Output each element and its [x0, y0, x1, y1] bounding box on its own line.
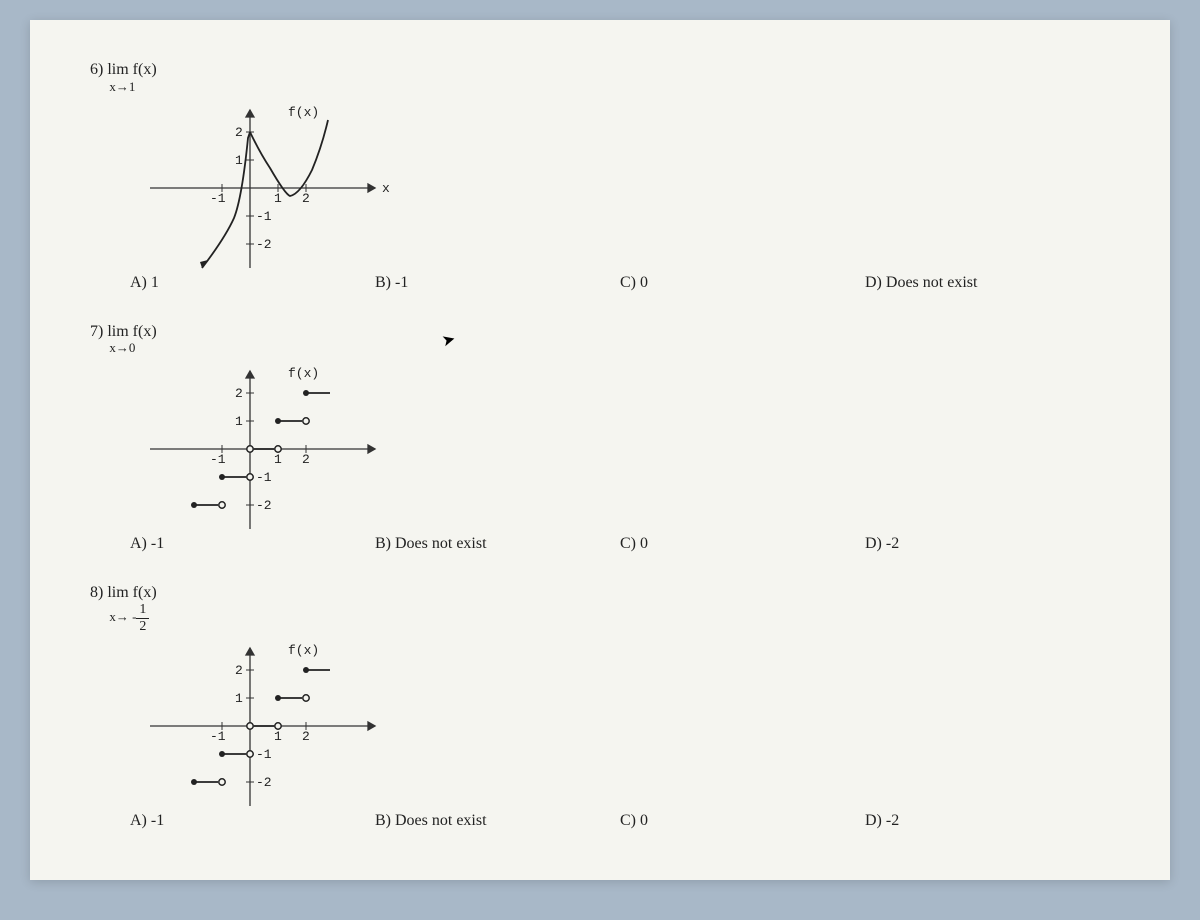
tick-label: -2: [256, 775, 272, 790]
problem-number: 6): [90, 61, 103, 78]
question-text: 8) lim f(x) x→ -12: [90, 583, 1110, 634]
limit-expression: lim f(x): [107, 60, 156, 81]
tick-label: 2: [235, 386, 243, 401]
tick-label: 2: [235, 125, 243, 140]
tick-label: -1: [210, 191, 226, 206]
limit-approach: x→1: [109, 79, 156, 96]
fraction: 12: [136, 602, 149, 634]
tick-label: -1: [210, 452, 226, 467]
tick-label: 2: [235, 663, 243, 678]
tick-label: -2: [256, 237, 272, 252]
tick-label: 1: [274, 452, 282, 467]
choice-a[interactable]: A) -1: [130, 812, 375, 830]
choice-b[interactable]: B) Does not exist: [375, 535, 620, 553]
choice-b[interactable]: B) Does not exist: [375, 812, 620, 830]
worksheet-page: 6) lim f(x) x→1: [30, 20, 1170, 880]
choice-d[interactable]: D) -2: [865, 812, 1110, 830]
choice-c[interactable]: C) 0: [620, 274, 865, 292]
answer-choices: A) 1 B) -1 C) 0 D) Does not exist: [130, 274, 1110, 292]
answer-choices: A) -1 B) Does not exist C) 0 D) -2: [130, 812, 1110, 830]
problem-7: 7) lim f(x) x→0: [90, 322, 1110, 554]
limit-notation: lim f(x) x→ -12: [107, 583, 156, 634]
graph-7: f(x) 1 2 -1 -2 -1 1 2: [130, 359, 410, 529]
limit-expression: lim f(x): [107, 322, 156, 343]
tick-label: 1: [235, 153, 243, 168]
problem-6: 6) lim f(x) x→1: [90, 60, 1110, 292]
tick-label: 2: [302, 729, 310, 744]
problem-number: 7): [90, 323, 103, 340]
tick-label: -2: [256, 498, 272, 513]
y-axis-label: f(x): [288, 105, 319, 120]
limit-expression: lim f(x): [107, 583, 156, 604]
tick-label: 2: [302, 452, 310, 467]
limit-notation: lim f(x) x→1: [107, 60, 156, 96]
graph-6: f(x) x 1 2 -1 -2 -1 1 2: [130, 98, 410, 268]
problem-8: 8) lim f(x) x→ -12: [90, 583, 1110, 830]
tick-label: -1: [256, 470, 272, 485]
choice-a[interactable]: A) -1: [130, 535, 375, 553]
tick-label: -1: [256, 747, 272, 762]
tick-label: 2: [302, 191, 310, 206]
graph-8: f(x) 1 2 -1 -2 -1 1 2: [130, 636, 410, 806]
tick-label: 1: [235, 414, 243, 429]
limit-notation: lim f(x) x→0: [107, 322, 156, 358]
limit-approach: x→ -12: [109, 602, 156, 634]
choice-d[interactable]: D) Does not exist: [865, 274, 1110, 292]
curve-right: [250, 120, 328, 196]
y-axis-label: f(x): [288, 643, 319, 658]
answer-choices: A) -1 B) Does not exist C) 0 D) -2: [130, 535, 1110, 553]
choice-c[interactable]: C) 0: [620, 812, 865, 830]
choice-b[interactable]: B) -1: [375, 274, 620, 292]
choice-d[interactable]: D) -2: [865, 535, 1110, 553]
tick-label: 1: [274, 729, 282, 744]
problem-number: 8): [90, 584, 103, 601]
tick-label: -1: [256, 209, 272, 224]
x-axis-label: x: [382, 181, 390, 196]
choice-c[interactable]: C) 0: [620, 535, 865, 553]
y-axis-label: f(x): [288, 366, 319, 381]
question-text: 6) lim f(x) x→1: [90, 60, 1110, 96]
tick-label: 1: [274, 191, 282, 206]
tick-label: 1: [235, 691, 243, 706]
tick-label: -1: [210, 729, 226, 744]
choice-a[interactable]: A) 1: [130, 274, 375, 292]
question-text: 7) lim f(x) x→0: [90, 322, 1110, 358]
limit-approach: x→0: [109, 340, 156, 357]
